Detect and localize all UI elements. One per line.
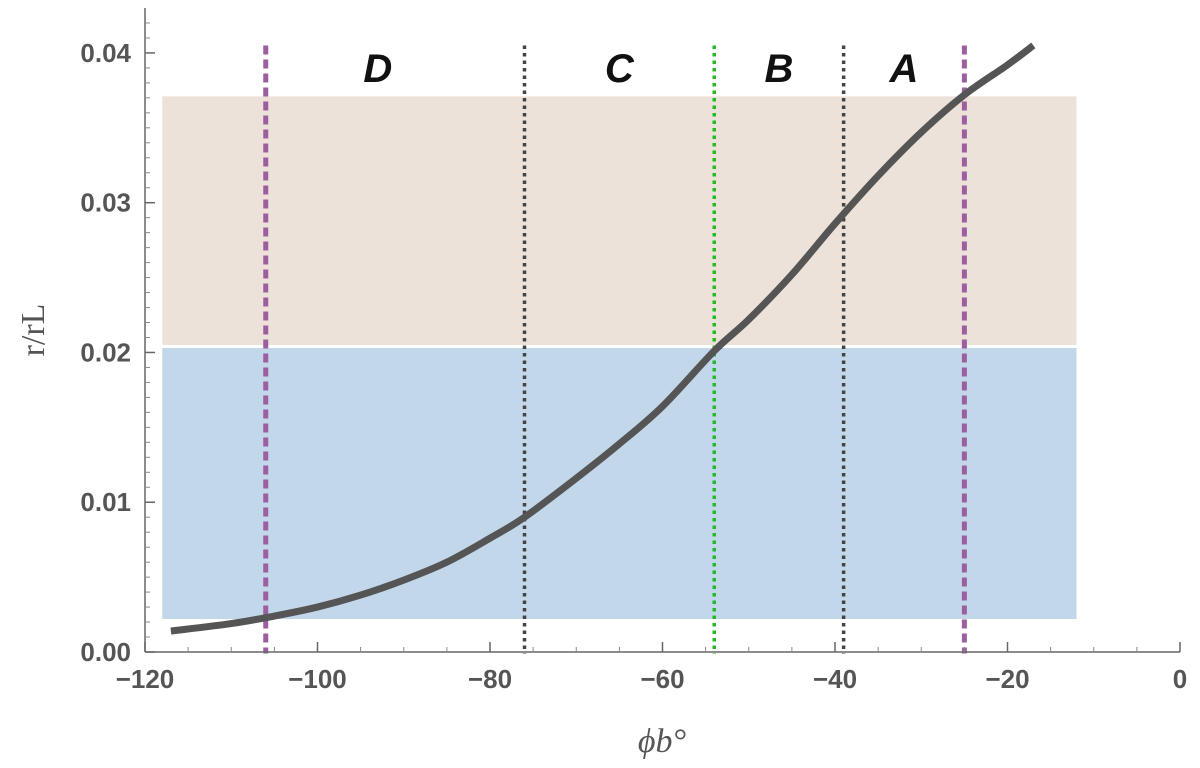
x-tick-label: −40	[813, 664, 857, 694]
data-series	[170, 42, 1036, 635]
axis-ticks: −120 −100 −80 −60 −40 −20 0 0.00 0.01 0.02 0.03 0.0…	[80, 22, 1187, 694]
y-tick-label: 0.03	[80, 188, 131, 218]
y-tick-label: 0.04	[80, 38, 131, 68]
y-tick-label: 0.00	[80, 637, 131, 667]
band-0	[162, 347, 1077, 620]
x-tick-label: −100	[288, 664, 347, 694]
region-label-A: A	[889, 47, 919, 91]
x-axis-title: ϕb°	[638, 723, 687, 760]
shaded-bands	[162, 96, 1077, 620]
x-tick-label: 0	[1173, 664, 1187, 694]
y-axis-title: r/rL	[15, 304, 52, 357]
x-tick-label: −80	[468, 664, 512, 694]
y-tick-label: 0.01	[80, 487, 131, 517]
series-line-0	[170, 42, 1036, 635]
vertical-reference-lines	[263, 45, 967, 654]
band-1	[162, 96, 1077, 345]
x-tick-label: −120	[116, 664, 175, 694]
region-label-C: C	[605, 47, 635, 91]
region-label-B: B	[764, 47, 793, 91]
region-label-D: D	[363, 47, 392, 91]
y-tick-label: 0.02	[80, 337, 131, 367]
x-tick-label: −60	[640, 664, 684, 694]
x-tick-label: −20	[985, 664, 1029, 694]
